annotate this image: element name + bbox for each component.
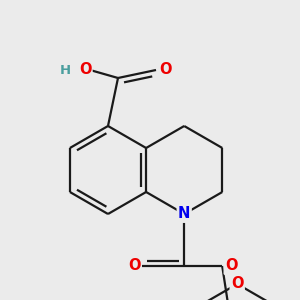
Text: O: O [159,62,171,77]
Text: O: O [79,62,91,77]
Text: H: H [59,64,70,76]
Text: O: O [225,259,238,274]
Text: O: O [231,277,244,292]
Text: O: O [128,259,140,274]
Text: N: N [178,206,190,221]
